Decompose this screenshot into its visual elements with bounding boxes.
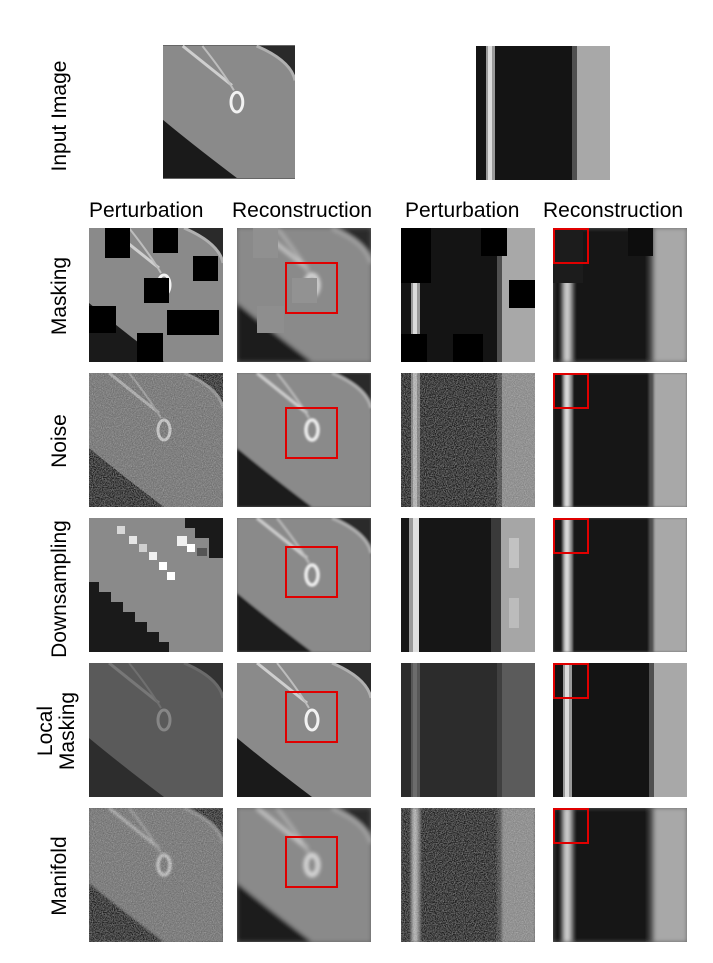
column-header-perturbation-right: Perturbation — [405, 199, 520, 222]
row-label-local-masking-line1: Local — [34, 705, 57, 757]
highlight-box — [553, 373, 589, 409]
local-masking-reconstruction-right — [553, 663, 687, 797]
local-masking-perturbation-left — [89, 663, 223, 797]
highlight-box — [285, 836, 338, 888]
row-label-input-image: Input Image — [47, 60, 71, 172]
masking-perturbation-left — [89, 228, 223, 362]
masking-reconstruction-left — [237, 228, 371, 362]
highlight-box — [285, 546, 338, 598]
highlight-box — [553, 808, 589, 844]
column-header-perturbation-left: Perturbation — [89, 199, 204, 222]
manifold-reconstruction-right — [553, 808, 687, 942]
downsampling-perturbation-left — [89, 518, 223, 652]
local-masking-perturbation-right — [401, 663, 535, 797]
downsampling-perturbation-right — [401, 518, 535, 652]
noise-perturbation-right — [401, 373, 535, 507]
manifold-perturbation-right — [401, 808, 535, 942]
noise-reconstruction-right — [553, 373, 687, 507]
highlight-box — [553, 228, 589, 264]
row-label-manifold: Manifold — [47, 836, 71, 916]
masking-reconstruction-right — [553, 228, 687, 362]
input-image-right — [476, 46, 610, 180]
input-image-left — [163, 45, 295, 179]
row-label-local-masking-line2: Masking — [56, 691, 80, 771]
local-masking-reconstruction-left — [237, 663, 371, 797]
column-header-reconstruction-right: Reconstruction — [543, 199, 684, 222]
noise-reconstruction-left — [237, 373, 371, 507]
highlight-box — [285, 407, 338, 459]
downsampling-reconstruction-right — [553, 518, 687, 652]
highlight-box — [553, 518, 589, 554]
row-label-downsampling: Downsampling — [47, 520, 71, 658]
manifold-perturbation-left — [89, 808, 223, 942]
row-label-noise: Noise — [47, 414, 71, 468]
highlight-box — [285, 691, 338, 743]
column-header-reconstruction-left: Reconstruction — [232, 199, 373, 222]
row-label-masking: Masking — [47, 256, 71, 336]
manifold-reconstruction-left — [237, 808, 371, 942]
highlight-box — [553, 663, 589, 699]
masking-perturbation-right — [401, 228, 535, 362]
row-label-local-masking: Local Masking — [34, 681, 81, 781]
highlight-box — [285, 262, 338, 314]
downsampling-reconstruction-left — [237, 518, 371, 652]
noise-perturbation-left — [89, 373, 223, 507]
